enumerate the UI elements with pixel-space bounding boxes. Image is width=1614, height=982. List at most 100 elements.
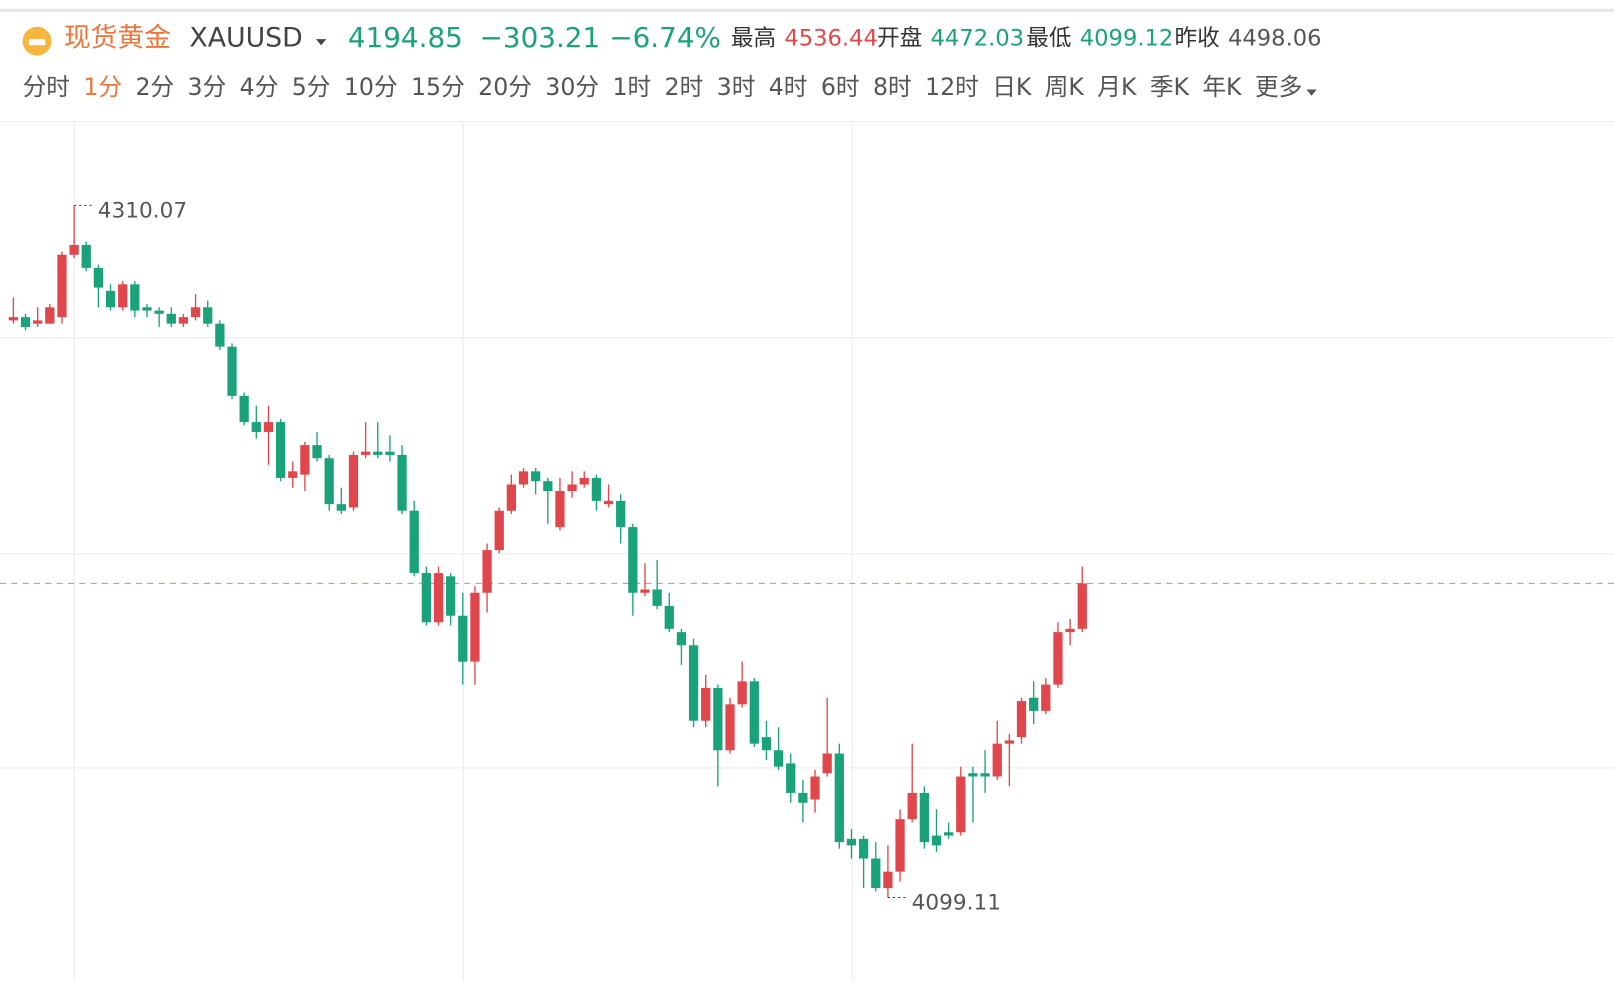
candle-body bbox=[446, 576, 456, 616]
stat-value: 4472.03 bbox=[931, 26, 1025, 52]
timeframe-tab[interactable]: 2时 bbox=[665, 73, 704, 101]
candle-body bbox=[980, 773, 990, 777]
candle-body bbox=[555, 491, 565, 528]
candle-body bbox=[215, 323, 225, 347]
candle-body bbox=[20, 317, 31, 327]
max-label: 4310.07 bbox=[98, 199, 187, 224]
candle-body bbox=[324, 458, 334, 505]
timeframe-tab[interactable]: 15分 bbox=[411, 73, 465, 101]
min-label: 4099.11 bbox=[912, 891, 1001, 916]
candle-body bbox=[579, 477, 589, 485]
timeframe-tab[interactable]: 季K bbox=[1150, 73, 1191, 101]
candle-body bbox=[871, 858, 881, 889]
timeframe-tab[interactable]: 6时 bbox=[821, 73, 860, 101]
candle-body bbox=[45, 307, 55, 324]
candle-body bbox=[883, 871, 893, 889]
candle-body bbox=[531, 471, 541, 482]
candle-body bbox=[105, 290, 116, 308]
candle-body bbox=[470, 592, 480, 662]
candle-body bbox=[737, 681, 747, 705]
candle-body bbox=[858, 838, 869, 859]
candle-body bbox=[300, 445, 310, 475]
candle-body bbox=[749, 681, 759, 744]
candle-body bbox=[798, 792, 808, 803]
candle-body bbox=[69, 244, 79, 255]
candle-body bbox=[312, 445, 322, 459]
timeframe-tab[interactable]: 3分 bbox=[188, 73, 227, 101]
stat-label: 昨收 bbox=[1174, 26, 1219, 52]
candle-body bbox=[895, 819, 905, 872]
candle-body bbox=[421, 573, 431, 623]
timeframe-tab[interactable]: 1时 bbox=[612, 73, 651, 101]
candle-body bbox=[227, 346, 237, 396]
candle-body bbox=[288, 471, 298, 478]
timeframe-tab[interactable]: 4时 bbox=[769, 73, 808, 101]
candle-body bbox=[494, 510, 504, 551]
candle-body bbox=[57, 254, 67, 318]
timeframe-tab[interactable]: 30分 bbox=[545, 73, 599, 101]
candle-body bbox=[482, 550, 492, 593]
symbol-caret[interactable] bbox=[316, 39, 327, 46]
stat-label: 最低 bbox=[1026, 26, 1071, 52]
gold-bar bbox=[28, 39, 46, 46]
candle-body bbox=[336, 504, 346, 511]
candle-body bbox=[616, 500, 626, 528]
candle-body bbox=[968, 773, 978, 777]
candle-body bbox=[373, 451, 383, 455]
candle-body bbox=[664, 605, 674, 629]
candle-body bbox=[93, 267, 104, 288]
candle-body bbox=[628, 527, 638, 593]
timeframe-tab[interactable]: 周K bbox=[1045, 73, 1086, 101]
candle-body bbox=[251, 422, 261, 432]
candle-body bbox=[846, 838, 857, 846]
timeframe-tab[interactable]: 日K bbox=[992, 73, 1033, 101]
candle-body bbox=[239, 395, 249, 423]
candle-body bbox=[713, 687, 723, 751]
timeframe-tab[interactable]: 12时 bbox=[925, 73, 979, 101]
candle-body bbox=[178, 317, 189, 324]
candle-body bbox=[397, 454, 407, 511]
stat-value: 4536.44 bbox=[784, 26, 878, 52]
candle-body bbox=[118, 284, 128, 308]
timeframe-tab[interactable]: 5分 bbox=[292, 73, 331, 101]
candle-body bbox=[567, 484, 577, 492]
candle-body bbox=[433, 573, 444, 623]
candle-body bbox=[203, 307, 213, 324]
symbol[interactable]: XAUUSD bbox=[189, 23, 302, 54]
timeframe-tab[interactable]: 年K bbox=[1202, 73, 1243, 101]
candle-body bbox=[676, 632, 687, 646]
timeframe-tab[interactable]: 2分 bbox=[135, 73, 174, 101]
instrument-name: 现货黄金 bbox=[64, 23, 171, 54]
candle-body bbox=[1065, 628, 1075, 633]
candle-body bbox=[1077, 583, 1087, 629]
candle-body bbox=[409, 510, 419, 574]
timeframe-tab[interactable]: 4分 bbox=[240, 73, 279, 101]
timeframe-tab[interactable]: 20分 bbox=[478, 73, 532, 101]
timeframe-tab[interactable]: 8时 bbox=[873, 73, 912, 101]
timeframe-tab[interactable]: 10分 bbox=[344, 73, 398, 101]
stat-label: 最高 bbox=[731, 26, 776, 52]
candle-body bbox=[725, 704, 735, 751]
candle-body bbox=[33, 320, 43, 324]
candle-body bbox=[688, 645, 699, 721]
candle-body bbox=[652, 589, 662, 606]
candle-body bbox=[1016, 701, 1027, 738]
timeframe-tab[interactable]: 1分 bbox=[83, 73, 122, 101]
timeframe-tab[interactable]: 3时 bbox=[717, 73, 756, 101]
candle-body bbox=[81, 244, 91, 268]
candle-body bbox=[907, 792, 917, 820]
candle-body bbox=[275, 422, 286, 478]
candle-body bbox=[360, 451, 371, 455]
timeframe-tab[interactable]: 月K bbox=[1097, 73, 1138, 101]
candle-body bbox=[810, 776, 820, 800]
candle-body bbox=[992, 743, 1002, 777]
timeframe-tab[interactable]: 分时 bbox=[23, 73, 70, 101]
candle-body bbox=[348, 454, 359, 508]
timeframe-tab[interactable]: 更多 bbox=[1255, 73, 1302, 101]
candle-body bbox=[834, 753, 844, 843]
stat-value: 4099.12 bbox=[1080, 26, 1174, 52]
more-caret[interactable] bbox=[1306, 89, 1317, 96]
candle-body bbox=[701, 687, 711, 721]
candle-body bbox=[506, 484, 517, 511]
